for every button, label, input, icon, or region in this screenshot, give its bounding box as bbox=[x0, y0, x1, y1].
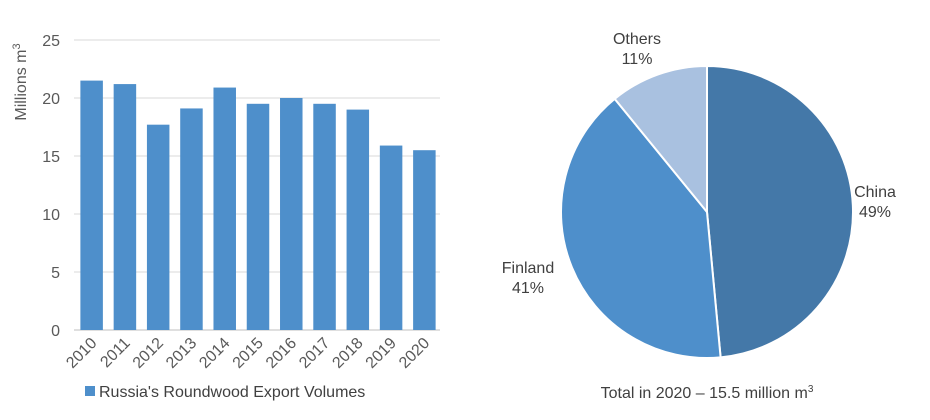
pie-label: Finland bbox=[502, 260, 554, 277]
bar-2018 bbox=[346, 109, 370, 330]
y-tick-label: 10 bbox=[42, 207, 60, 224]
y-axis-label-superscript: 3 bbox=[11, 43, 23, 49]
pie-slice-finland bbox=[560, 97, 722, 359]
bar-2011 bbox=[113, 84, 137, 330]
pie-percent-label: 11% bbox=[622, 51, 653, 68]
y-tick-labels: 0 5 10 15 20 25 bbox=[42, 33, 60, 340]
pie-caption-superscript: 3 bbox=[808, 384, 814, 395]
bars bbox=[80, 80, 436, 331]
x-tick-label: 2020 bbox=[396, 335, 433, 372]
pie-labels: China 49% Finland 41% Others 11% bbox=[502, 31, 896, 297]
legend-swatch bbox=[85, 386, 95, 396]
pie-percent-label: 41% bbox=[512, 280, 544, 297]
x-tick-labels: 2010201120122013201420152016201720182019… bbox=[63, 335, 433, 372]
y-tick-label: 5 bbox=[51, 265, 60, 282]
x-tick-label: 2018 bbox=[329, 335, 366, 372]
x-tick-label: 2015 bbox=[230, 335, 267, 372]
x-tick-label: 2012 bbox=[130, 335, 167, 372]
pie-slice-china bbox=[706, 64, 854, 359]
bar-2012 bbox=[146, 124, 170, 331]
bar-2016 bbox=[280, 98, 303, 330]
x-tick-label: 2014 bbox=[196, 335, 233, 372]
y-axis-label-text: Millions m bbox=[13, 50, 30, 121]
x-tick-label: 2019 bbox=[363, 335, 400, 372]
bar-2014 bbox=[213, 87, 236, 330]
x-tick-label: 2011 bbox=[97, 335, 133, 371]
bar-2017 bbox=[313, 103, 336, 330]
pie-caption: Total in 2020 – 15.5 million m3 bbox=[601, 384, 814, 402]
y-tick-label: 0 bbox=[51, 323, 60, 340]
pie-caption-text: Total in 2020 – 15.5 million m bbox=[601, 385, 808, 402]
x-tick-label: 2017 bbox=[296, 335, 333, 372]
bar-2013 bbox=[180, 108, 203, 330]
pie-label: Others bbox=[613, 31, 661, 48]
y-tick-label: 15 bbox=[42, 149, 60, 166]
y-axis-label: Millions m3 bbox=[11, 43, 30, 120]
bar-2015 bbox=[246, 103, 270, 330]
y-tick-label: 25 bbox=[42, 33, 60, 50]
x-tick-label: 2013 bbox=[163, 335, 200, 372]
pie-slice-others bbox=[613, 64, 708, 215]
pie-label: China bbox=[854, 184, 896, 201]
legend: Russia's Roundwood Export Volumes bbox=[85, 384, 365, 401]
x-tick-label: 2010 bbox=[63, 335, 100, 372]
y-tick-label: 20 bbox=[42, 91, 60, 108]
x-tick-label: 2016 bbox=[263, 335, 300, 372]
pie-chart: China 49% Finland 41% Others 11% Total in 202… bbox=[502, 31, 896, 402]
pie-percent-label: 49% bbox=[859, 204, 891, 221]
bar-2020 bbox=[413, 150, 436, 330]
bar-2010 bbox=[80, 80, 103, 330]
pie-slices bbox=[560, 64, 854, 359]
legend-label: Russia's Roundwood Export Volumes bbox=[99, 384, 365, 401]
bar-2019 bbox=[379, 145, 403, 330]
